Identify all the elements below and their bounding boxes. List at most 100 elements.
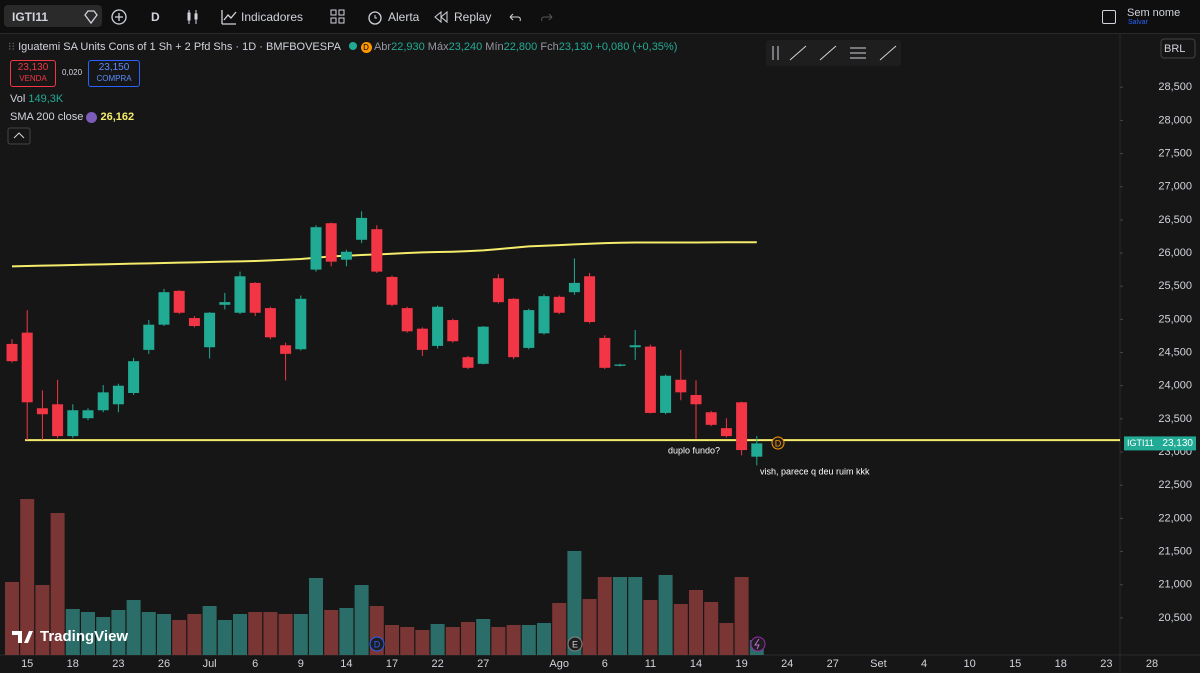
volume-bar [506, 625, 521, 655]
candle-body [599, 337, 611, 368]
volume-bar [248, 612, 263, 655]
x-tick-label: 18 [1055, 658, 1067, 670]
volume-bar [126, 600, 141, 655]
volume-bar [734, 577, 749, 655]
x-tick-label: 19 [735, 658, 747, 670]
x-tick-label: 27 [827, 658, 839, 670]
volume-bar [263, 612, 278, 655]
volume-bar [461, 622, 475, 655]
x-tick-label: 18 [67, 658, 79, 670]
layout-name[interactable]: Sem nome [1127, 7, 1181, 19]
toolbar: IGTI11 D Indicadores Alerta Replay Sem n… [0, 0, 1200, 34]
volume-bar [81, 612, 95, 655]
x-tick-label: 14 [340, 658, 352, 670]
candle-body [675, 379, 687, 393]
dividend-marker[interactable] [369, 636, 385, 652]
save[interactable]: Salvar [1128, 19, 1148, 26]
volume-bar [628, 577, 643, 655]
volume-bar [111, 610, 126, 655]
candle-body [614, 364, 626, 366]
x-tick-label: 6 [252, 658, 258, 670]
drawing-tools[interactable] [772, 45, 897, 61]
undo-redo[interactable] [506, 9, 556, 25]
add-icon[interactable] [110, 8, 128, 26]
price-tag-name: IGTI11 [1127, 438, 1154, 448]
volume-bar [400, 627, 415, 655]
chart-type-icon[interactable] [185, 8, 201, 26]
volume-bar [187, 614, 202, 655]
volume-bar [582, 599, 597, 655]
open: 22,930 [391, 41, 425, 53]
alert-icon[interactable] [366, 8, 384, 26]
currency-box[interactable] [1160, 38, 1196, 59]
y-tick-label: 23,500 [1158, 413, 1192, 425]
volume-bar [613, 577, 627, 655]
y-tick-label: 20,500 [1158, 612, 1192, 624]
x-tick-label: 17 [386, 658, 398, 670]
candle-body [82, 410, 94, 419]
future-dividend-marker[interactable] [771, 436, 785, 450]
volume-bar [354, 585, 369, 655]
candle-body [173, 290, 185, 313]
x-tick-label: Jul [203, 658, 217, 670]
candle-body [188, 318, 200, 327]
candle-body [204, 312, 216, 348]
y-tick-label: 27,000 [1158, 181, 1192, 193]
interval[interactable]: D [151, 10, 160, 24]
volume-bar [233, 614, 247, 655]
annotation: vish, parece q deu ruim kkk [760, 466, 870, 476]
x-tick-label: 23 [1100, 658, 1112, 670]
candle-body [492, 278, 504, 303]
candle-body [386, 276, 398, 305]
candle-body [52, 404, 64, 437]
price-tag-value: 23,130 [1162, 438, 1193, 449]
x-tick-label: 6 [602, 658, 608, 670]
sell-button[interactable]: 23,130 VENDA [10, 60, 56, 87]
volume-bar [643, 600, 658, 655]
volume-bar [141, 612, 156, 655]
buy-button[interactable]: 23,150 COMPRA [88, 60, 140, 87]
symbol-box[interactable] [4, 5, 102, 27]
alert[interactable]: Alerta [388, 10, 420, 24]
indicators-icon[interactable] [220, 8, 238, 26]
x-tick-label: Ago [549, 658, 569, 670]
future-dividend-label: D [775, 438, 782, 448]
high: 23,240 [448, 41, 483, 53]
candle-body [584, 276, 596, 323]
x-tick-label: 26 [158, 658, 170, 670]
checkbox[interactable] [1102, 10, 1116, 24]
sell-label: VENDA [19, 74, 47, 83]
sell-price: 23,130 [17, 62, 49, 73]
x-tick-label: 24 [781, 658, 793, 670]
y-tick-label: 24,500 [1158, 346, 1192, 358]
candle-body [128, 361, 140, 394]
collapse-button[interactable] [7, 127, 31, 145]
earnings-marker[interactable] [567, 636, 583, 652]
plot [5, 211, 1120, 655]
candle-body [462, 357, 474, 368]
candle-body [234, 276, 246, 313]
icon [84, 10, 98, 25]
split-marker[interactable] [750, 636, 766, 652]
candle-body [356, 217, 368, 240]
volume-bar [491, 627, 506, 655]
legend-header: ⁝⁝ Iguatemi SA Units Cons of 1 Sh + 2 Pf… [8, 41, 678, 53]
symbol[interactable]: IGTI11 [12, 10, 49, 24]
y-tick-label: 22,000 [1158, 512, 1192, 524]
volume-bar [537, 623, 551, 655]
replay[interactable]: Replay [454, 10, 492, 24]
currency[interactable]: BRL [1164, 43, 1185, 55]
close-label: Fch [540, 41, 559, 53]
replay-icon[interactable] [433, 9, 449, 25]
indicators[interactable]: Indicadores [241, 10, 304, 24]
earnings-marker-label: E [572, 639, 578, 649]
close: 23,130 [558, 41, 593, 53]
candle-body [310, 227, 322, 270]
layouts-icon[interactable] [330, 9, 346, 25]
y-tick-label: 26,500 [1158, 214, 1192, 226]
candle-body [690, 394, 702, 405]
volume-bar [309, 578, 323, 655]
chart: BRL TradingView D E D 20,500 21,000 21,500… [0, 34, 1200, 673]
candle-body [264, 308, 276, 338]
candle-body [97, 392, 109, 411]
